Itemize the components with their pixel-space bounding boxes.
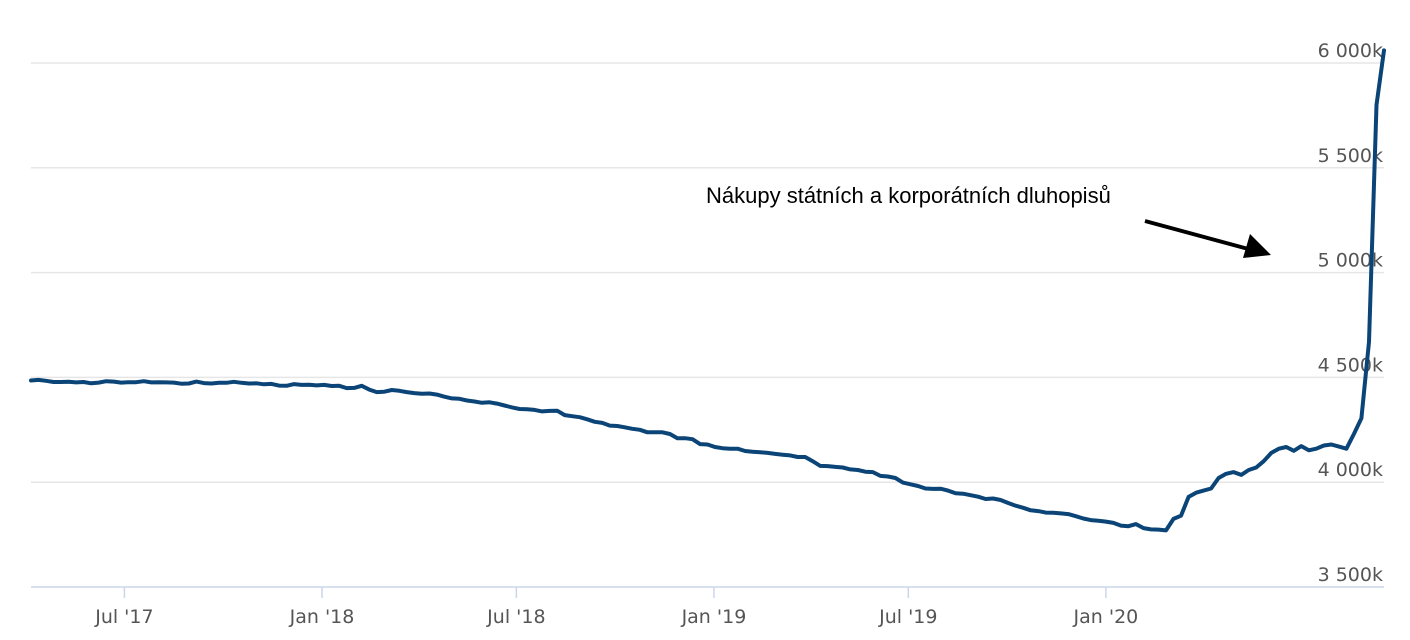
x-tick-label: Jan '19	[681, 606, 747, 628]
y-tick-label: 5 000k	[1318, 250, 1383, 272]
y-axis-ticks: 3 500k 4 000k 4 500k 5 000k 5 500k 6 000k	[1318, 40, 1383, 586]
y-tick-label: 5 500k	[1318, 145, 1383, 167]
x-axis-ticks: Jul '17 Jan '18 Jul '18 Jan '19 Jul '19 Jan '…	[94, 587, 1138, 628]
x-tick-label: Jul '19	[878, 606, 937, 628]
annotation-arrow	[1144, 219, 1253, 252]
y-tick-label: 3 500k	[1318, 564, 1383, 586]
gridlines	[31, 62, 1384, 483]
annotation-arrowhead	[1243, 234, 1271, 258]
y-tick-label: 4 000k	[1318, 459, 1383, 481]
annotation-text: Nákupy státních a korporátních dluhopisů	[706, 183, 1111, 208]
x-tick-label: Jul '18	[486, 606, 545, 628]
series-line	[29, 48, 1386, 533]
x-tick-label: Jul '17	[94, 606, 153, 628]
y-tick-label: 4 500k	[1318, 354, 1383, 376]
y-tick-label: 6 000k	[1318, 40, 1383, 62]
x-tick-label: Jan '20	[1073, 606, 1139, 628]
x-tick-label: Jan '18	[289, 606, 355, 628]
